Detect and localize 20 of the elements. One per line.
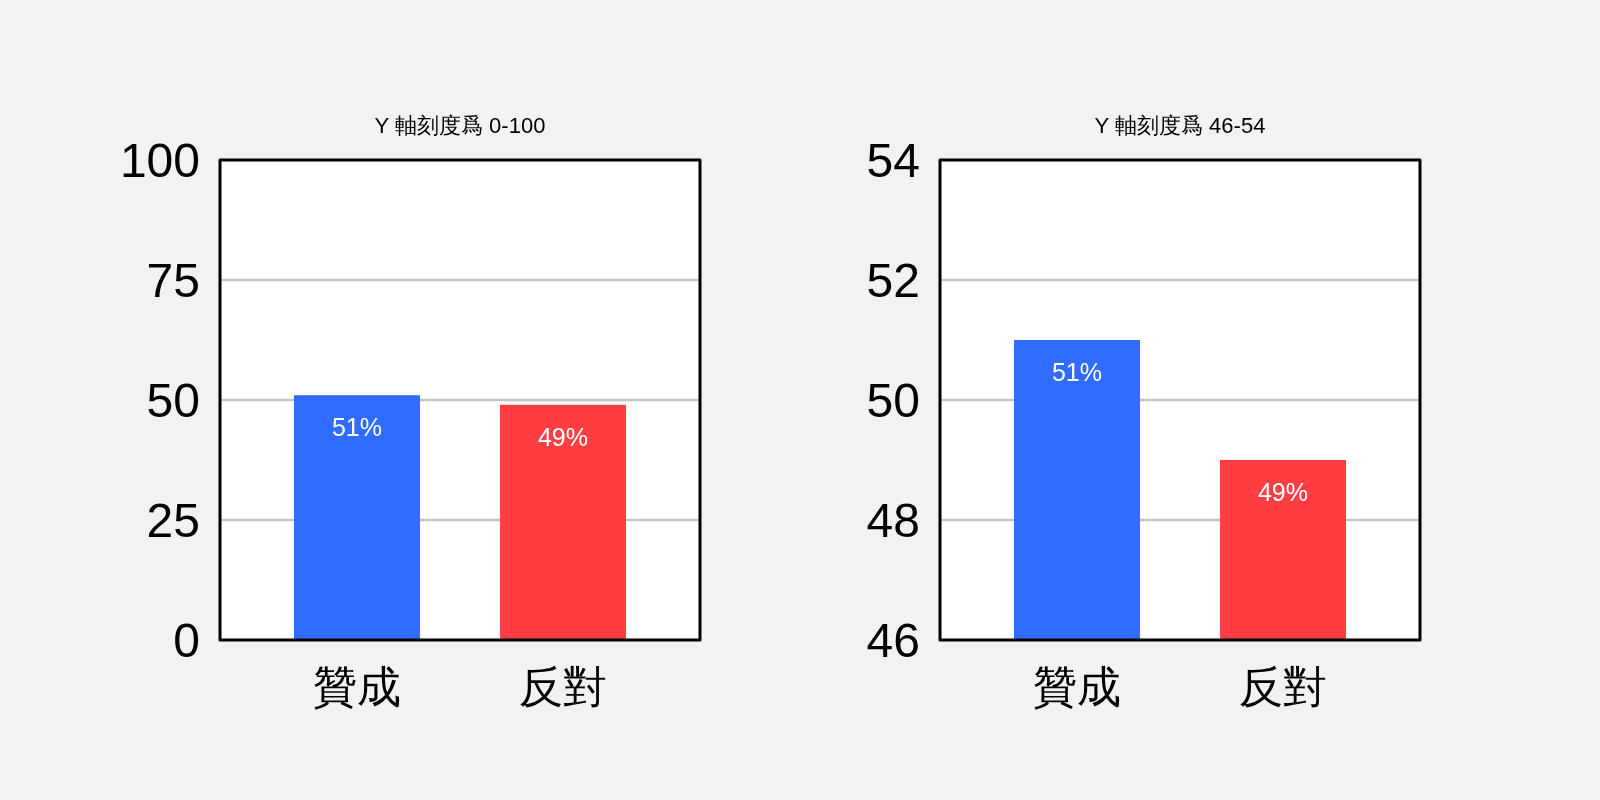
y-tick-label: 100 (119, 133, 200, 187)
x-tick-label: 贊成 (313, 661, 401, 711)
data-label: 51% (1051, 358, 1102, 386)
y-tick-label: 50 (866, 373, 920, 427)
y-tick-label: 50 (146, 373, 200, 427)
title: Y 軸刻度爲 46-54 (1094, 112, 1266, 138)
y-tick-label: 52 (866, 253, 920, 307)
y-tick-label: 25 (146, 493, 200, 547)
title: Y 軸刻度爲 0-100 (374, 112, 546, 138)
y-tick-label: 54 (866, 133, 920, 187)
y-tick-label: 75 (146, 253, 200, 307)
data-label: 49% (1258, 478, 1309, 506)
y-tick-label: 46 (866, 613, 920, 667)
x-tick-label: 反對 (1239, 661, 1327, 711)
x-tick-label: 贊成 (1033, 661, 1121, 711)
data-label: 51% (331, 413, 382, 442)
x-tick-label: 反對 (519, 661, 607, 711)
data-label: 49% (538, 422, 589, 451)
y-tick-label: 48 (866, 493, 920, 547)
y-tick-label: 0 (173, 613, 200, 667)
